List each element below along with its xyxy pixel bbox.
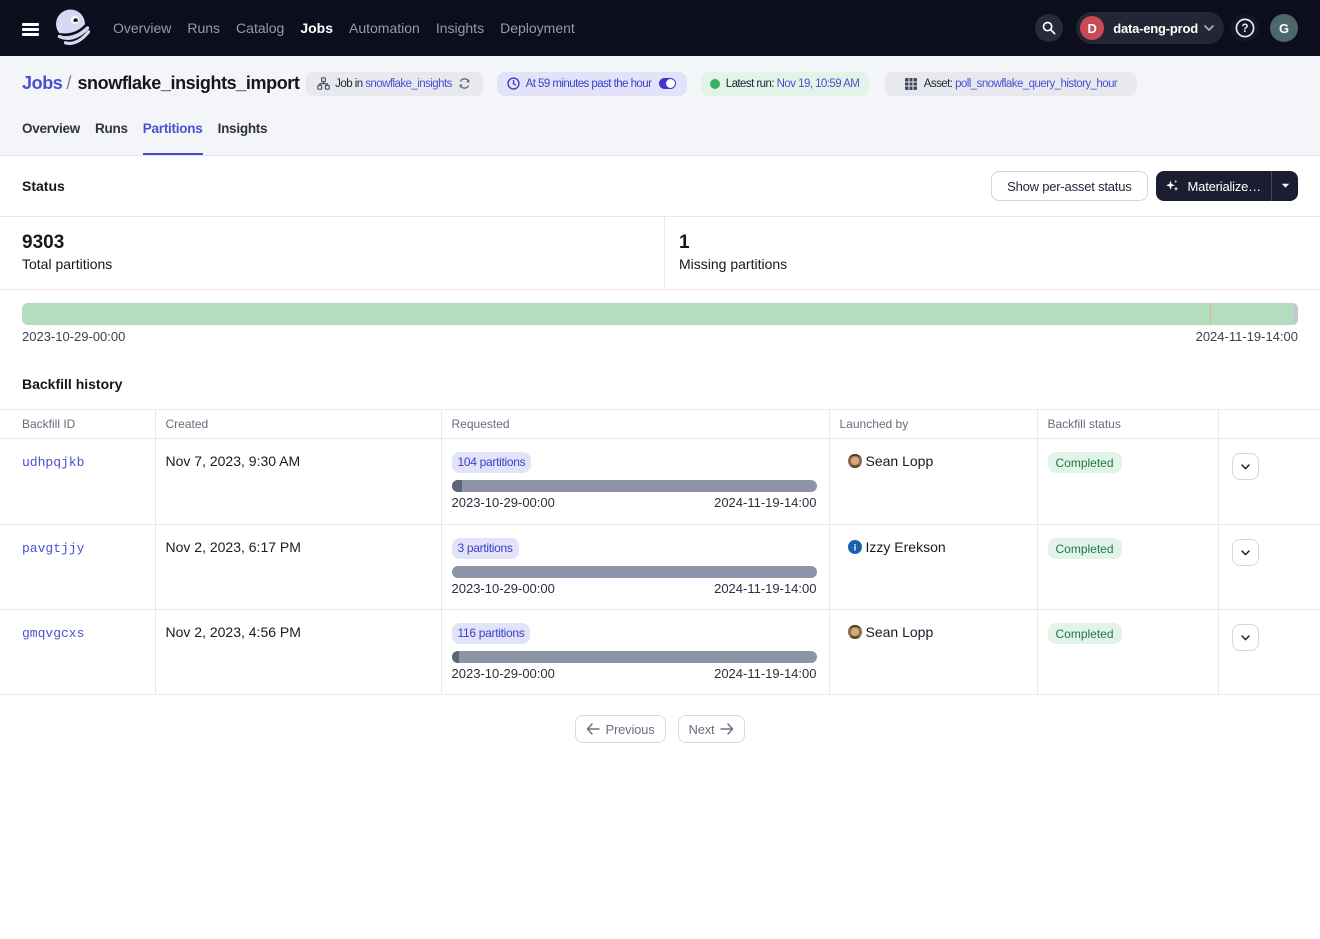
svg-text:i: i (853, 542, 856, 552)
svg-text:?: ? (1241, 23, 1248, 35)
